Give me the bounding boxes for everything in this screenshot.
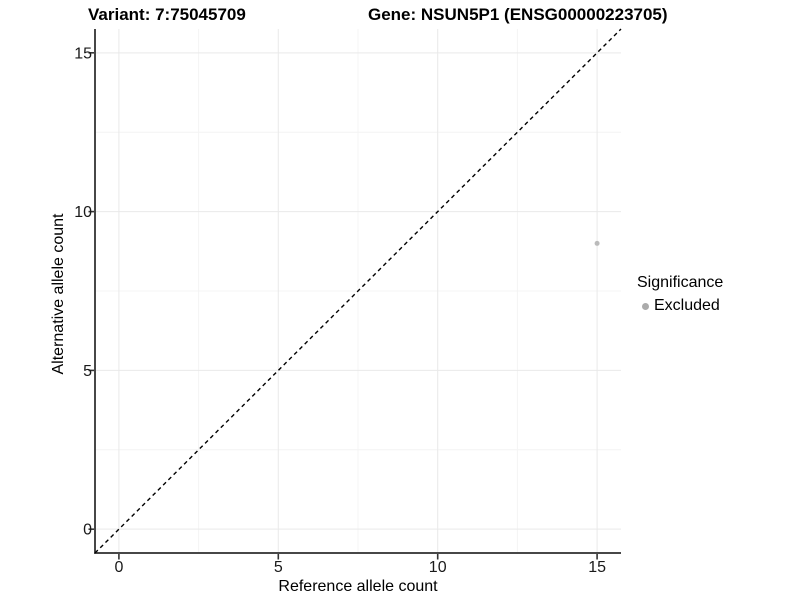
y-axis-title: Alternative allele count	[50, 213, 67, 375]
legend-title: Significance	[637, 274, 724, 291]
y-tick-label: 5	[83, 363, 92, 380]
x-tick-label: 5	[274, 559, 283, 576]
legend-item-label: Excluded	[654, 297, 720, 314]
y-tick-label: 10	[74, 204, 92, 221]
x-tick-label: 0	[114, 559, 123, 576]
x-axis-title: Reference allele count	[278, 578, 438, 595]
legend-item-excluded: Excluded	[637, 297, 723, 315]
identity-line	[94, 28, 622, 554]
gene-title: Gene: NSUN5P1 (ENSG00000223705)	[368, 5, 668, 24]
legend: Significance Excluded	[637, 274, 723, 315]
x-tick-label: 15	[588, 559, 606, 576]
x-tick-label: 10	[429, 559, 447, 576]
y-tick-label: 0	[83, 522, 92, 539]
y-tick-label: 15	[74, 45, 92, 62]
data-point	[594, 240, 600, 246]
excluded-point-icon	[642, 302, 649, 310]
variant-title: Variant: 7:75045709	[88, 5, 246, 24]
